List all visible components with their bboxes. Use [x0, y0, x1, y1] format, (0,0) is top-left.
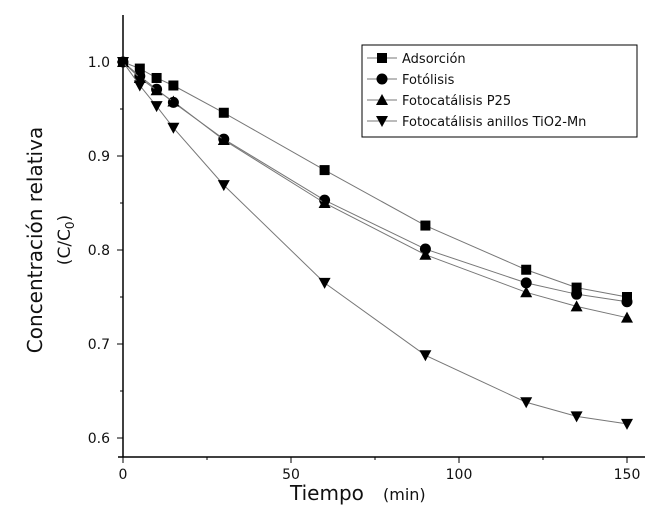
data-point — [150, 84, 163, 96]
y-tick-label: 1.0 — [88, 55, 110, 71]
legend-label: Fotocatálisis anillos TiO2-Mn — [402, 115, 586, 130]
series-line — [122, 61, 628, 425]
legend-label: Adsorción — [402, 52, 466, 67]
y-axis-unit-part: ) — [55, 215, 75, 222]
legend-label: Fotólisis — [402, 73, 455, 88]
data-point — [621, 311, 633, 323]
data-point — [621, 296, 633, 308]
legend-marker — [376, 94, 388, 105]
data-point — [419, 248, 432, 260]
legend-marker — [377, 53, 387, 63]
series-line — [122, 61, 628, 303]
y-axis-unit: (C/C0) — [55, 215, 77, 265]
data-point — [520, 397, 533, 409]
data-point — [319, 165, 330, 176]
data-point — [218, 107, 229, 118]
x-axis-label: Tiempo — [289, 481, 364, 505]
data-point — [167, 122, 180, 134]
data-point — [520, 277, 532, 289]
legend-marker — [376, 73, 388, 85]
x-axis-unit: (min) — [383, 485, 426, 504]
legend-label: Fotocatálisis P25 — [402, 94, 511, 109]
data-point — [167, 95, 180, 107]
x-tick-label: 0 — [119, 467, 128, 483]
data-point — [621, 418, 633, 430]
x-tick-label: 100 — [446, 467, 473, 483]
y-tick-label: 0.8 — [88, 243, 110, 259]
data-point — [150, 101, 163, 113]
legend-box — [361, 44, 638, 138]
data-point — [570, 411, 583, 423]
data-point — [570, 300, 583, 312]
data-point — [318, 197, 331, 208]
data-point — [520, 286, 533, 298]
y-tick-label: 0.9 — [88, 149, 110, 165]
data-point — [420, 220, 431, 231]
data-point — [217, 134, 230, 146]
series-line — [122, 61, 628, 319]
data-point — [521, 264, 532, 275]
data-point — [168, 80, 179, 91]
data-point — [217, 180, 230, 192]
y-axis-unit-part: 0 — [63, 221, 77, 229]
data-point — [571, 288, 583, 300]
data-point — [117, 57, 129, 68]
data-point — [151, 72, 162, 83]
data-point — [133, 71, 146, 83]
legend-marker — [376, 116, 388, 127]
y-axis-unit-part: (C/C — [55, 229, 75, 265]
data-point — [571, 282, 582, 293]
data-point — [419, 350, 432, 362]
data-point — [318, 277, 331, 289]
data-point — [133, 80, 146, 92]
series-line — [122, 61, 628, 298]
x-tick-label: 150 — [614, 467, 641, 483]
y-axis-label: Concentración relativa — [23, 127, 47, 353]
y-tick-label: 0.7 — [88, 337, 110, 353]
y-tick-label: 0.6 — [88, 431, 110, 447]
data-point — [134, 63, 145, 74]
x-tick-label: 50 — [282, 467, 300, 483]
